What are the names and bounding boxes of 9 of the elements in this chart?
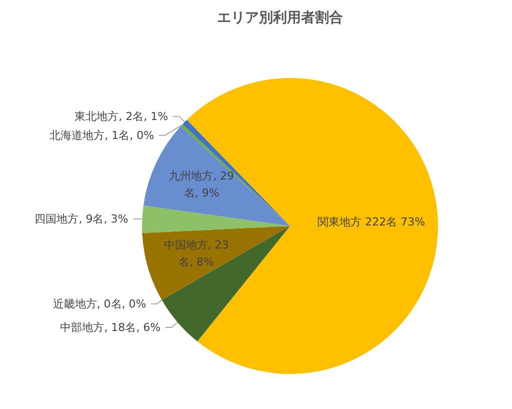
slice-label: 東北地方, 2名, 1% <box>74 110 168 123</box>
slice-label: 北海道地方, 1名, 0% <box>50 128 154 142</box>
slice-label: 関東地方 222名 73% <box>318 216 426 229</box>
legend-label: 近畿地方, 0名, 0% <box>52 297 146 310</box>
chart-title: エリア別利用者割合 <box>217 9 343 26</box>
slice-label: 九州地方, 29名, 9% <box>169 170 234 200</box>
slice-label: 中国地方, 23名, 8% <box>164 238 229 268</box>
slice-label: 四国地方, 9名, 3% <box>34 212 128 226</box>
slice-label: 中部地方, 18名, 6% <box>60 321 161 334</box>
